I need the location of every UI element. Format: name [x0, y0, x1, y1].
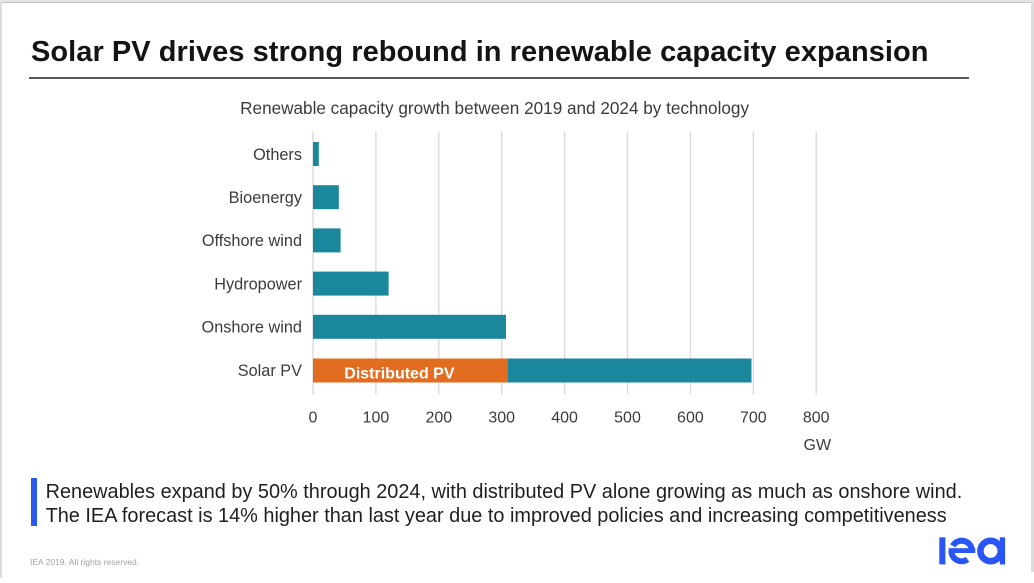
svg-text:800: 800 [803, 409, 830, 426]
svg-text:300: 300 [488, 409, 515, 426]
svg-text:GW: GW [804, 437, 832, 454]
svg-text:Offshore wind: Offshore wind [202, 232, 302, 250]
svg-text:200: 200 [425, 409, 452, 426]
svg-text:100: 100 [363, 409, 390, 426]
svg-text:Others: Others [253, 146, 302, 164]
svg-text:400: 400 [551, 409, 578, 426]
svg-text:Distributed PV: Distributed PV [344, 366, 455, 383]
svg-text:Hydropower: Hydropower [214, 275, 302, 293]
svg-text:500: 500 [614, 409, 641, 426]
svg-text:600: 600 [677, 409, 704, 426]
svg-text:700: 700 [740, 409, 767, 426]
svg-text:0: 0 [309, 409, 318, 426]
svg-text:Bioenergy: Bioenergy [229, 189, 303, 207]
svg-text:Onshore wind: Onshore wind [202, 319, 302, 337]
svg-text:Solar PV: Solar PV [238, 362, 302, 380]
